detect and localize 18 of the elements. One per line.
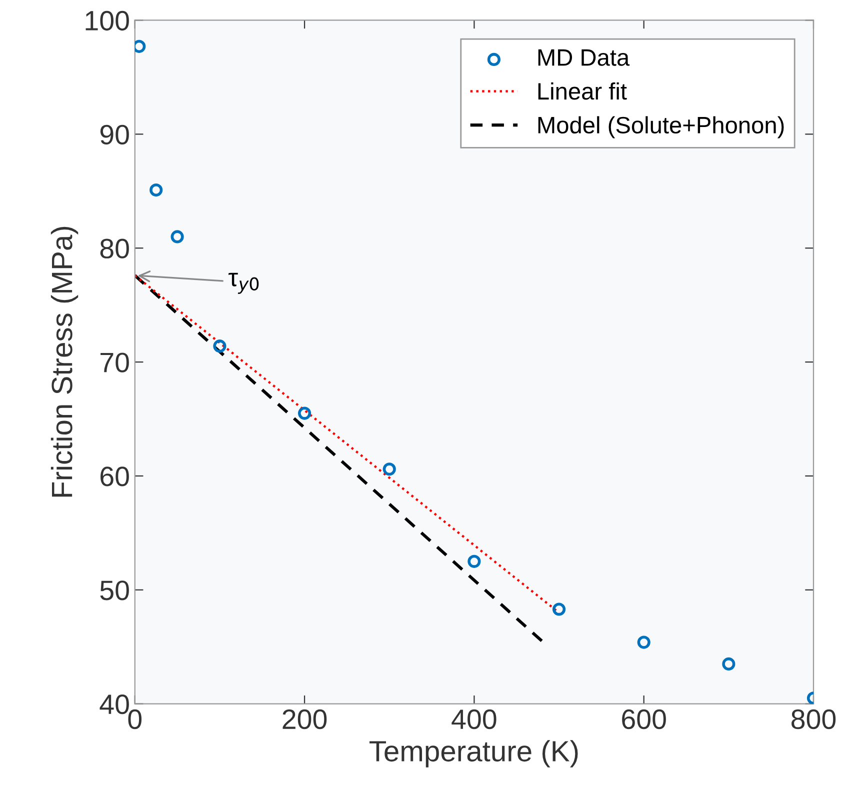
y-tick-label: 50 [100, 580, 129, 600]
y-tick-label: 90 [100, 124, 129, 144]
y-tick-label: 60 [100, 466, 129, 486]
x-tick-label: 800 [792, 709, 836, 730]
y-tick-label: 70 [100, 352, 129, 372]
x-tick-label: 0 [128, 709, 142, 730]
x-axis-title: Temperature (K) [370, 740, 578, 768]
x-tick-label: 200 [282, 709, 327, 730]
y-axis-title: Friction Stress (MPa) [50, 226, 78, 497]
legend-label: Linear fit [538, 82, 627, 100]
y-tick-label: 40 [100, 694, 129, 714]
y-tick-label: 100 [86, 10, 129, 31]
annotation: τ$_{y0}$ [228, 272, 259, 294]
legend-label: Model (Solute+Phonon) [538, 116, 784, 138]
legend-label: MD Data [538, 49, 630, 66]
x-tick-label: 400 [452, 709, 496, 730]
y-tick-label: 80 [100, 238, 129, 258]
x-tick-label: 600 [622, 709, 666, 730]
